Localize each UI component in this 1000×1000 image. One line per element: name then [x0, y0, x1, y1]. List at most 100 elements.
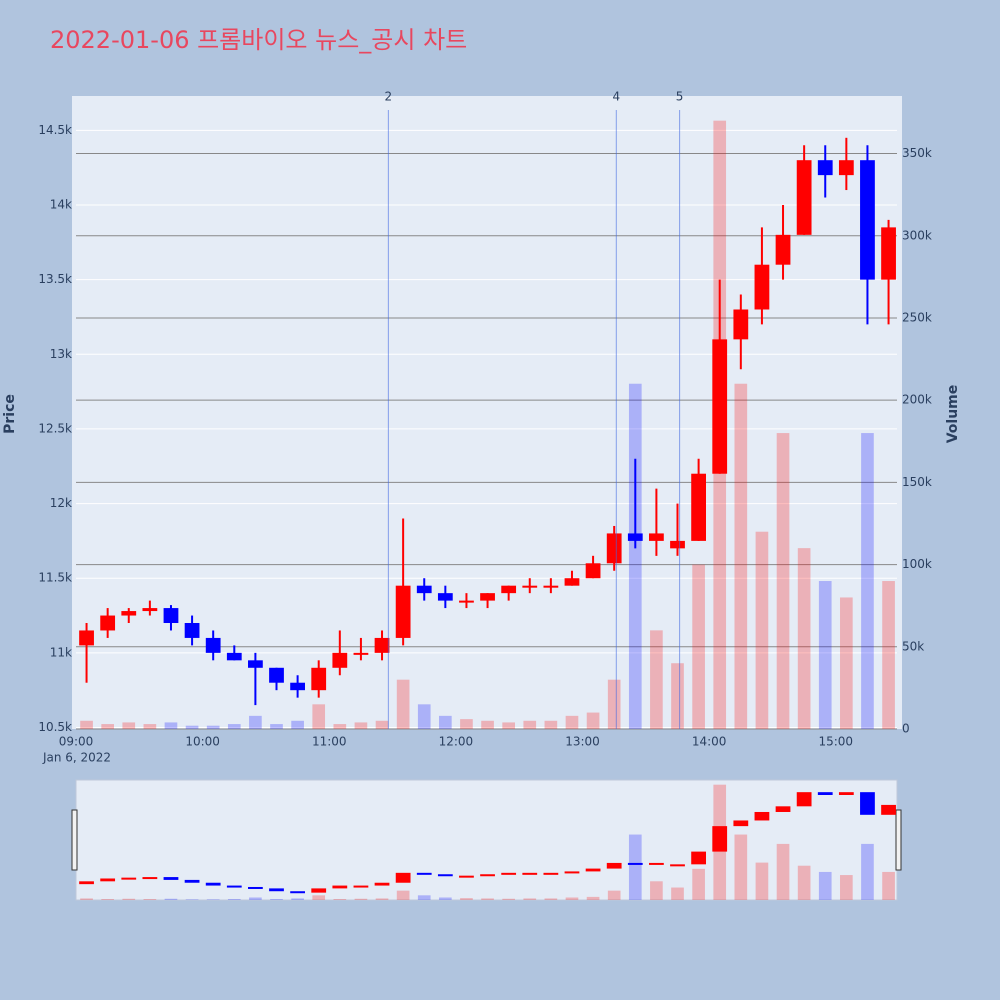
slider-candle — [205, 882, 221, 886]
candle-body — [205, 637, 221, 653]
x-tick-label: 11:00 — [312, 735, 347, 749]
candle-body — [395, 585, 411, 638]
slider-volume-bar — [650, 881, 663, 900]
slider-candle — [817, 792, 833, 795]
candle-body — [860, 160, 875, 280]
y2-tick-label: 100k — [902, 557, 932, 571]
candle-body — [79, 630, 94, 646]
candle-body — [522, 585, 538, 588]
y-tick-label: 12.5k — [38, 421, 72, 435]
y-tick-label: 14k — [50, 197, 72, 211]
slider-candle — [142, 877, 158, 880]
slider-candle — [796, 792, 812, 807]
slider-candle — [670, 864, 685, 867]
candle-body — [184, 623, 200, 638]
slider-volume-bar — [692, 868, 705, 900]
slider-volume-bar — [249, 897, 262, 900]
volume-bar — [818, 581, 832, 729]
volume-bar — [734, 383, 748, 729]
volume-bar — [396, 679, 410, 729]
slider-volume-bar — [755, 862, 769, 900]
candle-body — [627, 533, 643, 541]
slider-candle — [163, 877, 179, 880]
volume-bar — [840, 597, 853, 729]
slider-volume-bar — [544, 898, 558, 900]
slider-handle[interactable] — [71, 809, 78, 871]
slider-candle — [838, 792, 854, 795]
y2-tick-label: 150k — [902, 475, 932, 489]
candle-body — [226, 652, 242, 661]
volume-bar — [544, 720, 558, 729]
candle-body — [311, 667, 327, 691]
slider-volume-bar — [122, 898, 136, 900]
volume-bar — [417, 704, 431, 729]
slider-volume-bar — [375, 898, 389, 900]
slider-volume-bar — [396, 890, 410, 900]
volume-bar — [101, 724, 114, 729]
slider-candle — [627, 862, 643, 865]
candle-body — [796, 160, 812, 235]
slider-candle — [733, 820, 749, 827]
slider-volume-bar — [586, 896, 600, 900]
slider-candle — [649, 862, 664, 865]
volume-bar — [122, 722, 136, 729]
slider-candle — [226, 885, 242, 888]
x-tick-label: 15:00 — [818, 735, 853, 749]
volume-bar — [291, 720, 304, 729]
candle-body — [775, 234, 791, 265]
volume-bar — [270, 724, 283, 729]
candle-body — [269, 667, 284, 683]
volume-bar — [776, 433, 790, 729]
candle-body — [290, 682, 305, 691]
volume-bar — [861, 433, 874, 729]
slider-volume-bar — [439, 897, 452, 900]
slider-candle — [121, 877, 137, 880]
volume-bar — [797, 548, 811, 729]
slider-volume-bar — [270, 899, 283, 900]
y-tick-label: 11k — [50, 645, 72, 659]
volume-bar — [692, 564, 705, 729]
candle-body — [121, 611, 137, 616]
slider-candle — [860, 792, 875, 815]
volume-bar — [671, 663, 684, 729]
x-tick-label: 10:00 — [185, 735, 220, 749]
slider-volume-bar — [291, 898, 304, 900]
slider-volume-bar — [206, 899, 220, 900]
slider-volume-bar — [312, 895, 326, 900]
volume-bar — [375, 720, 389, 729]
slider-candle — [311, 888, 327, 893]
plot-area — [72, 96, 902, 729]
volume-bar — [502, 722, 515, 729]
range-slider[interactable] — [75, 779, 898, 901]
slider-volume-bar — [80, 898, 93, 900]
slider-candle — [691, 851, 706, 865]
y-tick-label: 13k — [50, 347, 72, 361]
candle-body — [881, 227, 896, 280]
candle-body — [649, 533, 664, 541]
candle-body — [606, 533, 622, 564]
y-tick-label: 10.5k — [38, 720, 72, 734]
volume-bar — [206, 725, 220, 729]
slider-candle — [353, 885, 369, 888]
candle-body — [754, 264, 770, 310]
candle-body — [459, 600, 474, 603]
volume-bar — [312, 704, 326, 729]
candle-body — [437, 593, 453, 601]
volume-bar — [523, 720, 537, 729]
slider-candle — [585, 868, 601, 872]
slider-candle — [395, 872, 411, 883]
candle-body — [585, 563, 601, 579]
slider-volume-bar — [882, 871, 895, 900]
y2-tick-label: 300k — [902, 228, 932, 242]
slider-candle — [269, 888, 284, 892]
slider-volume-bar — [143, 899, 157, 900]
slider-volume-bar — [776, 843, 790, 900]
slider-candle — [501, 872, 517, 875]
x-tick-label: 12:00 — [439, 735, 474, 749]
volume-bar — [628, 383, 642, 729]
slider-candle — [775, 806, 791, 812]
chart-title: 2022-01-06 프롬바이오 뉴스_공시 차트 — [50, 26, 467, 54]
slider-handle[interactable] — [895, 809, 902, 871]
y2-tick-label: 350k — [902, 146, 932, 160]
